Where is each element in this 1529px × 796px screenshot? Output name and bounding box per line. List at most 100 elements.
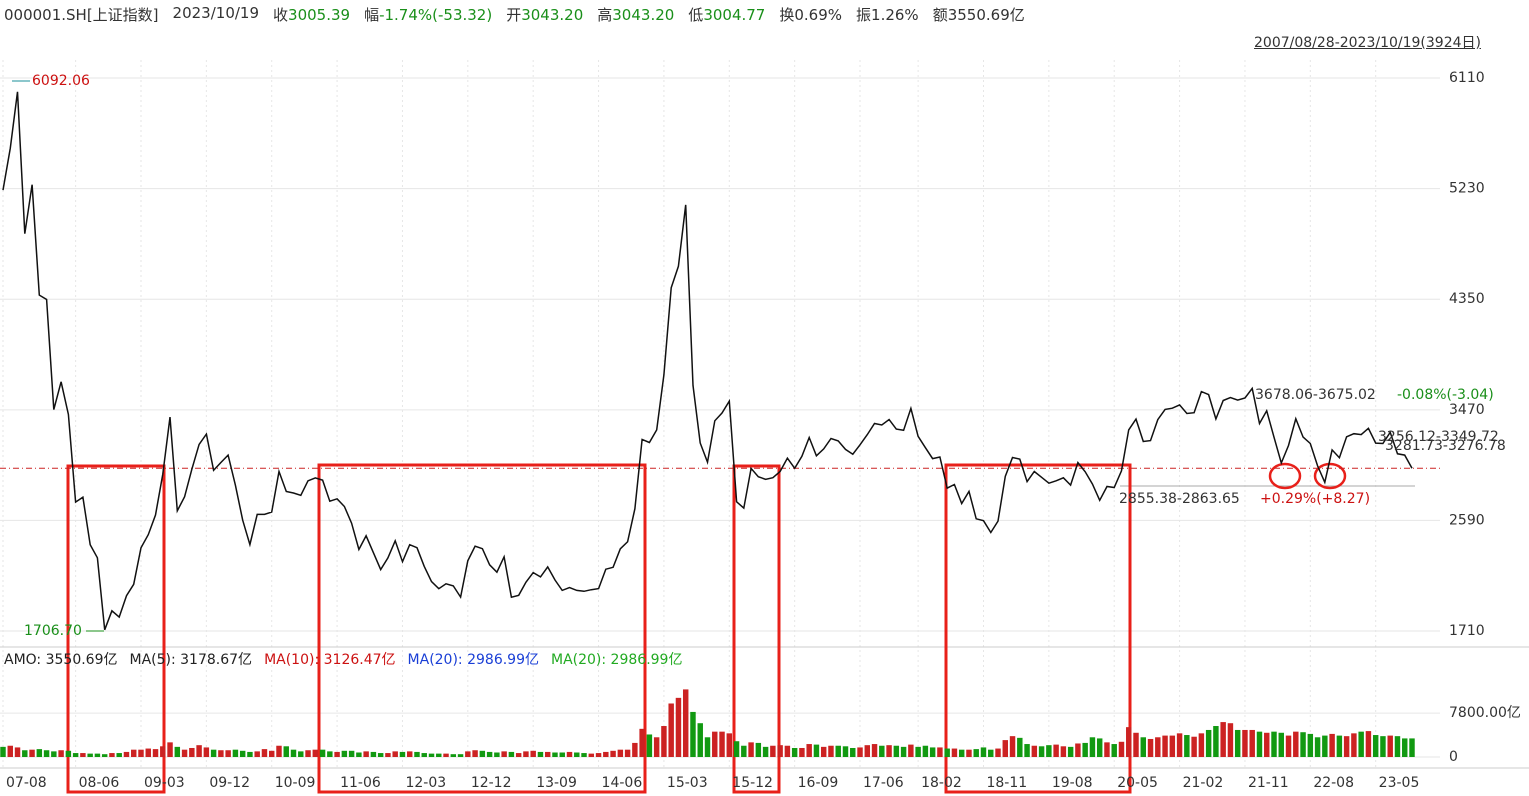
legend-entry: AMO: 3550.69亿 (4, 652, 118, 668)
volume-bar (1133, 732, 1139, 757)
y-tick-label: 3470 (1449, 402, 1485, 418)
volume-bar (232, 749, 239, 757)
x-tick-label: 21-11 (1248, 775, 1289, 791)
volume-bar (1358, 731, 1364, 757)
volume-bar (189, 747, 195, 757)
highlight-box (66, 464, 166, 794)
annotation: 3281.73-3276.78 (1385, 438, 1506, 454)
volume-bar (1082, 742, 1088, 757)
volume-bar (167, 742, 173, 757)
price-line (2, 91, 1413, 631)
volume-bar (944, 748, 950, 757)
volume-bar (51, 751, 57, 757)
quote-label: 幅 (364, 6, 380, 24)
volume-bar (908, 744, 914, 757)
volume-bar (399, 751, 406, 757)
volume-bar (879, 745, 885, 757)
volume-bar (1205, 729, 1212, 757)
quote-item: 换0.69% (779, 4, 842, 28)
annotation: 3256.12-3349.72 (1378, 429, 1499, 445)
volume-bar (712, 731, 718, 757)
volume-bar (1024, 744, 1030, 757)
volume-bar (893, 745, 900, 757)
x-tick-label: 12-12 (471, 775, 512, 791)
legend-entry: MA(20): 2986.99亿 (551, 652, 682, 668)
volume-bar (1155, 737, 1161, 757)
volume-bar (254, 751, 260, 757)
x-tick-label: 09-03 (144, 775, 185, 791)
volume-bar (36, 749, 43, 757)
x-tick-label: 11-06 (340, 775, 381, 791)
y-tick-label: 1710 (1449, 623, 1485, 639)
volume-bar (1038, 746, 1045, 757)
volume-bar (196, 745, 202, 757)
volume-bar (247, 751, 253, 757)
volume-bar (123, 751, 130, 757)
quote-value: 3043.20 (521, 6, 584, 24)
volume-bar (1387, 735, 1393, 757)
volume-bar (653, 737, 660, 757)
volume-bar (1365, 731, 1372, 757)
volume-bar (269, 750, 275, 757)
volume-bar (152, 749, 159, 757)
volume-bar (1184, 735, 1190, 757)
volume-bar (588, 753, 595, 757)
legend-entry: MA(20): 2986.99亿 (408, 652, 539, 668)
volume-bar (1409, 738, 1415, 757)
volume-bar (1198, 733, 1205, 757)
volume-bar (370, 751, 377, 757)
x-tick-label: 23-05 (1379, 775, 1420, 791)
quote-label: 低 (688, 6, 704, 24)
volume-bar (450, 754, 457, 757)
volume-bar (1162, 735, 1168, 757)
volume-bar (472, 750, 478, 757)
volume-bar (29, 749, 35, 757)
volume-bar (915, 746, 921, 757)
date-range[interactable]: 2007/08/28-2023/10/19(3924日) (1254, 35, 1481, 51)
legend-entry: MA(5): 3178.67亿 (130, 652, 253, 668)
volume-bar (414, 751, 420, 757)
volume-bar (479, 750, 486, 757)
volume-bar (290, 749, 297, 757)
volume-bar (806, 744, 812, 757)
volume-bar (494, 752, 500, 757)
volume-bar (305, 750, 311, 757)
volume-bar (1343, 736, 1350, 757)
x-tick-label: 16-09 (798, 775, 839, 791)
volume-bar (138, 749, 144, 757)
quote-label: 收 (273, 6, 289, 24)
volume-bar (1242, 729, 1248, 757)
volume-bar (537, 751, 544, 757)
volume-bar (886, 745, 892, 757)
volume-bar (87, 753, 93, 757)
volume-bar (356, 752, 362, 757)
volume-bar (958, 749, 965, 757)
volume-bar (1009, 736, 1016, 757)
volume-bar (784, 745, 791, 757)
volume-bar (181, 749, 188, 757)
volume-bar (0, 746, 6, 757)
volume-bar (327, 751, 333, 757)
volume-bar (828, 745, 834, 757)
volume-bar (116, 753, 122, 757)
x-tick-label: 19-08 (1052, 775, 1093, 791)
volume-bar (617, 749, 624, 757)
highlight-box (944, 463, 1132, 794)
volume-bar (225, 750, 231, 757)
x-tick-label: 15-03 (667, 775, 708, 791)
x-tick-label: 22-08 (1313, 775, 1354, 791)
annotation: 6092.06 (32, 73, 90, 89)
volume-bar (719, 731, 725, 757)
volume-bar (101, 754, 108, 757)
volume-bar (1220, 722, 1226, 757)
highlight-circle (1268, 462, 1302, 490)
volume-bar (508, 751, 515, 757)
quote-item: 额3550.69亿 (933, 4, 1025, 28)
x-tick-label: 09-12 (209, 775, 250, 791)
quote-value: 3005.39 (288, 6, 351, 24)
volume-bar (1351, 733, 1357, 757)
volume-bar (457, 754, 464, 757)
volume-bar (160, 746, 166, 757)
volume-bar (58, 750, 64, 757)
